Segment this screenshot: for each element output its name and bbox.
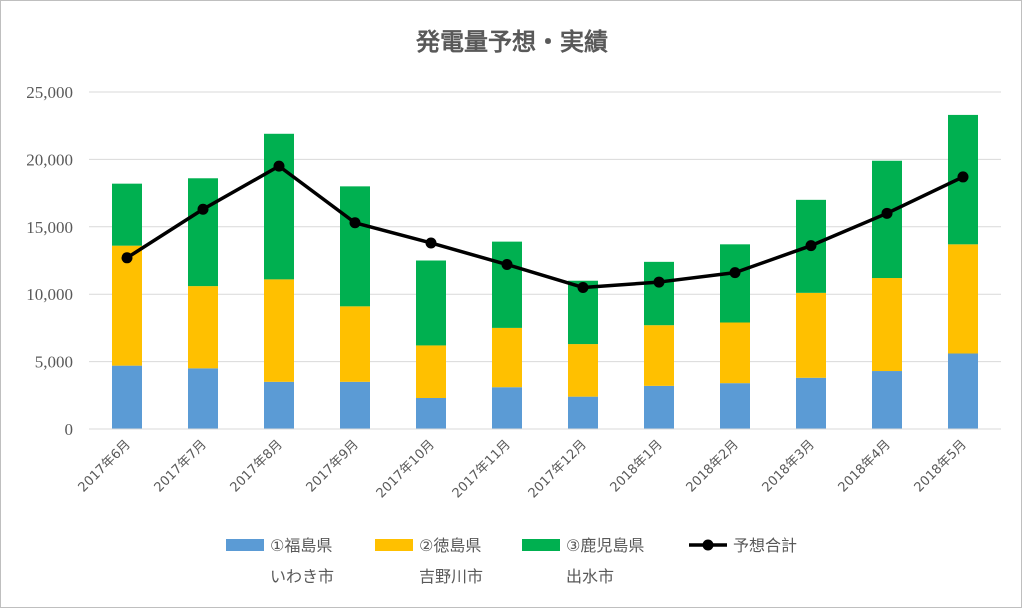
forecast-line (121, 160, 969, 293)
legend-swatch-1 (226, 539, 264, 551)
bars (112, 114, 978, 429)
bar-series3-5 (416, 260, 446, 346)
forecast-point-5 (425, 237, 437, 249)
bar-series1-12 (948, 353, 978, 429)
bar-series1-5 (416, 397, 446, 429)
bar-series1-9 (720, 383, 750, 429)
gridlines (89, 91, 1001, 363)
bar-series2-11 (872, 278, 902, 372)
legend-swatch-2 (375, 539, 413, 551)
forecast-point-1 (121, 252, 133, 264)
bar-series3-2 (188, 178, 218, 287)
bar-series2-5 (416, 345, 446, 398)
y-tick-label: 0 (65, 420, 74, 439)
x-tick-label: 2017年6月 (76, 437, 134, 495)
bar-series2-8 (644, 325, 674, 386)
x-tick-label: 2018年4月 (836, 437, 894, 495)
forecast-point-12 (957, 171, 969, 183)
x-tick-label: 2018年1月 (608, 437, 666, 495)
bar-series1-11 (872, 371, 902, 429)
legend-swatch-marker (702, 539, 714, 551)
legend-label-2: ②徳島県 (419, 536, 481, 555)
x-tick-label: 2017年11月 (450, 437, 514, 501)
x-tick-label: 2018年5月 (912, 437, 970, 495)
legend-sublabel-3: 出水市 (566, 567, 614, 586)
x-tick-label: 2018年3月 (760, 437, 818, 495)
y-axis-ticks: 0 5,000 10,000 15,000 20,000 25,000 (26, 83, 73, 439)
bar-series2-1 (112, 245, 142, 366)
bar-series3-8 (644, 261, 674, 326)
y-tick-label: 15,000 (26, 218, 73, 237)
x-tick-label: 2017年10月 (374, 437, 438, 501)
forecast-point-10 (805, 240, 817, 252)
legend-label-3: ③鹿児島県 (566, 536, 644, 555)
bar-series2-9 (720, 322, 750, 384)
bar-series1-4 (340, 381, 370, 429)
y-tick-label: 10,000 (26, 285, 73, 304)
bar-series3-9 (720, 244, 750, 323)
chart-title: 発電量予想・実績 (415, 28, 608, 56)
bar-series1-2 (188, 368, 218, 429)
bar-series2-7 (568, 344, 598, 397)
y-tick-label: 20,000 (26, 150, 73, 169)
bar-series3-6 (492, 241, 522, 328)
forecast-point-6 (501, 259, 513, 271)
legend-label-4: 予想合計 (733, 536, 797, 555)
forecast-point-4 (349, 217, 361, 229)
x-tick-label: 2018年2月 (684, 437, 742, 495)
legend-label-1: ①福島県 (270, 536, 332, 555)
bar-series1-7 (568, 396, 598, 429)
forecast-point-2 (197, 203, 209, 215)
x-tick-label: 2017年8月 (228, 437, 286, 495)
forecast-point-8 (653, 276, 665, 288)
forecast-point-9 (729, 267, 741, 279)
bar-series1-10 (796, 377, 826, 429)
x-tick-label: 2017年7月 (152, 437, 210, 495)
forecast-line-path (126, 164, 964, 290)
x-tick-label: 2017年9月 (304, 437, 362, 495)
y-tick-label: 25,000 (26, 83, 73, 102)
x-tick-label: 2017年12月 (526, 437, 590, 501)
bar-series2-6 (492, 327, 522, 388)
bar-series1-6 (492, 387, 522, 429)
bar-series3-1 (112, 183, 142, 246)
bar-series1-1 (112, 365, 142, 429)
bar-series1-3 (264, 381, 294, 429)
forecast-point-3 (273, 160, 285, 172)
bar-series2-12 (948, 244, 978, 354)
legend-sublabel-1: いわき市 (270, 567, 334, 586)
bar-series1-8 (644, 385, 674, 429)
legend-sublabel-2: 吉野川市 (419, 567, 483, 586)
x-axis-ticks: 2017年6月 2017年7月 2017年8月 2017年9月 2017年10月 2017… (76, 437, 970, 501)
forecast-point-11 (881, 207, 893, 219)
bar-series2-2 (188, 286, 218, 369)
bar-series3-3 (264, 133, 294, 280)
y-tick-label: 5,000 (35, 353, 73, 372)
legend-swatch-3 (522, 539, 560, 551)
forecast-point-7 (577, 281, 589, 293)
bar-series2-3 (264, 279, 294, 382)
bar-series2-10 (796, 292, 826, 378)
bar-series2-4 (340, 306, 370, 382)
bar-series3-4 (340, 186, 370, 307)
